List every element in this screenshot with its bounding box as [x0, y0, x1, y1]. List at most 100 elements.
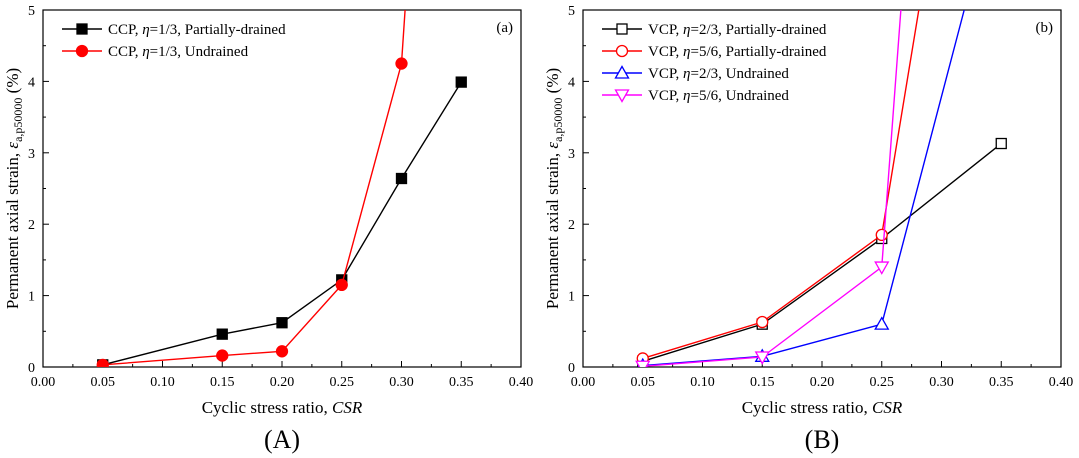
legend-marker: [75, 44, 89, 58]
series-line: [642, 10, 920, 360]
legend-label-prefix: VCP,: [648, 88, 683, 104]
data-point: [756, 315, 769, 329]
series-line: [642, 10, 902, 367]
series-0: [97, 76, 467, 367]
chart-panel-0: 0.00 0.05 0.10 0.15 0.20 0.25 0.30 0.35 0.40 0 1 2 3…: [3, 4, 533, 454]
data-point: [635, 360, 651, 367]
legend-label: VCP, η=5/6, Undrained: [648, 88, 789, 104]
y-axis-label-subscript: a,p50000: [11, 98, 25, 142]
x-tick-label: 0.15: [750, 375, 775, 390]
x-axis: 0.00 0.05 0.10 0.15 0.20 0.25 0.30 0.35 0.40: [31, 361, 534, 390]
data-point: [875, 228, 888, 242]
legend-label-eta: η: [683, 44, 690, 60]
series-line: [102, 81, 462, 366]
x-tick-label: 0.35: [449, 375, 474, 390]
series-line: [642, 10, 965, 367]
legend-marker: [616, 23, 628, 35]
legend-item: VCP, η=5/6, Partially-drained: [602, 44, 827, 60]
legend-label-suffix: =1/3, Partially-drained: [150, 22, 286, 38]
plot-frame: [42, 9, 522, 368]
legend-item: VCP, η=2/3, Undrained: [602, 65, 789, 82]
y-tick-label: 2: [28, 218, 35, 233]
x-axis-label-var: CSR: [332, 398, 363, 417]
legend-label-eta: η: [142, 22, 149, 38]
panel-caption: (B): [805, 425, 840, 454]
y-tick-label: 0: [28, 361, 35, 376]
y-tick-label: 5: [28, 4, 35, 19]
x-tick-label: 0.40: [509, 375, 534, 390]
y-axis-label-subscript: a,p50000: [551, 98, 565, 142]
legend-marker: [614, 89, 630, 103]
data-point: [754, 351, 770, 365]
y-tick-label: 0: [568, 361, 575, 376]
x-tick-label: 0.20: [810, 375, 835, 390]
x-tick-label: 0.35: [989, 375, 1014, 390]
x-tick-label: 0.25: [330, 375, 355, 390]
legend-label-eta: η: [683, 22, 690, 38]
legend-label-prefix: VCP,: [648, 22, 683, 38]
y-tick-label: 4: [28, 75, 35, 90]
data-point: [276, 317, 288, 329]
x-tick-label: 0.00: [31, 375, 56, 390]
data-point: [275, 345, 289, 358]
y-tick-label: 4: [568, 75, 575, 90]
panel-tag: (a): [496, 20, 513, 36]
x-tick-label: 0.25: [870, 375, 895, 390]
legend-label-eta: η: [683, 88, 690, 104]
data-point: [216, 349, 229, 362]
legend-label: CCP, η=1/3, Partially-drained: [108, 22, 286, 38]
legend-label-eta: η: [683, 66, 690, 82]
panel-tag: (b): [1036, 20, 1054, 36]
panel-caption: (A): [264, 425, 300, 454]
x-tick-label: 0.10: [690, 375, 715, 390]
legend-label-prefix: CCP,: [108, 22, 142, 38]
y-axis-label-unit: (%): [543, 68, 562, 98]
x-tick-label: 0.05: [631, 375, 656, 390]
series-1: [96, 10, 408, 367]
legend-label-prefix: VCP,: [648, 44, 683, 60]
series-line: [102, 10, 406, 366]
x-tick-label: 0.30: [929, 375, 954, 390]
data-point: [216, 328, 228, 340]
y-axis-label-text: Permanent axial strain,: [543, 149, 562, 310]
x-axis-label-text: Cyclic stress ratio,: [742, 398, 872, 417]
legend-label: CCP, η=1/3, Undrained: [108, 44, 249, 60]
legend-label-suffix: =2/3, Partially-drained: [690, 22, 826, 38]
x-tick-label: 0.40: [1049, 375, 1074, 390]
plot-frame: [582, 9, 1062, 368]
chart-panel-1: 0.00 0.05 0.10 0.15 0.20 0.25 0.30 0.35 0.40 0 1 2 3…: [543, 4, 1073, 454]
data-point: [455, 76, 467, 88]
legend-label-prefix: CCP,: [108, 44, 142, 60]
y-axis-label: Permanent axial strain, εa,p50000 (%): [543, 68, 565, 309]
series-0: [637, 137, 1007, 367]
series-2: [637, 10, 965, 367]
y-axis-label-symbol: ε: [3, 142, 22, 149]
x-tick-label: 0.20: [270, 375, 295, 390]
legend-label-eta: η: [142, 44, 149, 60]
y-tick-label: 2: [568, 218, 575, 233]
data-point: [874, 316, 890, 330]
y-tick-label: 3: [568, 147, 575, 162]
y-axis-label-symbol: ε: [543, 142, 562, 149]
data-point: [874, 261, 890, 275]
legend-item: VCP, η=2/3, Partially-drained: [602, 22, 827, 38]
legend-label-suffix: =1/3, Undrained: [150, 44, 249, 60]
legend-label-suffix: =5/6, Undrained: [690, 88, 789, 104]
y-tick-label: 5: [568, 4, 575, 19]
legend-label-suffix: =5/6, Partially-drained: [690, 44, 826, 60]
legend-marker: [614, 65, 630, 79]
x-tick-label: 0.05: [91, 375, 116, 390]
x-tick-label: 0.15: [210, 375, 235, 390]
y-tick-label: 1: [28, 290, 35, 305]
data-point: [395, 172, 408, 185]
y-axis-label: Permanent axial strain, εa,p50000 (%): [3, 68, 25, 309]
legend-label-prefix: VCP,: [648, 66, 683, 82]
y-axis-label-unit: (%): [3, 68, 22, 98]
series-1: [636, 10, 920, 365]
data-point: [995, 137, 1007, 150]
data-point: [335, 278, 348, 292]
legend-item: CCP, η=1/3, Undrained: [62, 44, 249, 60]
legend-label: VCP, η=2/3, Partially-drained: [648, 22, 827, 38]
